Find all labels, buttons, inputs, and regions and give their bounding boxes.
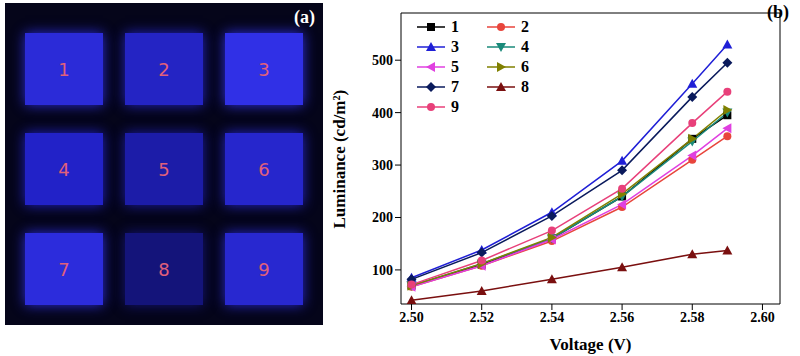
html-text:9: 9 [258, 258, 270, 280]
svg-text:300: 300 [372, 158, 393, 173]
html-text:6: 6 [521, 58, 529, 75]
svg-text:400: 400 [372, 106, 393, 121]
html-text:6: 6 [258, 158, 270, 180]
svg-text:2.60: 2.60 [750, 310, 775, 325]
html-text:2: 2 [521, 18, 529, 35]
html-text:5: 5 [158, 158, 170, 180]
html-text:1: 1 [58, 58, 70, 80]
svg-text:200: 200 [372, 210, 393, 225]
svg-text:100: 100 [372, 263, 393, 278]
html-text:4: 4 [521, 38, 529, 55]
html-text:2: 2 [158, 58, 170, 80]
svg-text:Luminance (cd/m²): Luminance (cd/m²) [330, 90, 349, 229]
html-text:7: 7 [58, 258, 70, 280]
html-text:1: 1 [451, 18, 459, 35]
html-text:8: 8 [521, 78, 529, 95]
html-text:4: 4 [58, 158, 70, 180]
svg-text:500: 500 [372, 53, 393, 68]
svg-text:2.52: 2.52 [469, 310, 494, 325]
html-text:(b): (b) [767, 2, 789, 22]
html-text:(a): (a) [294, 7, 315, 27]
html-text:8: 8 [158, 258, 170, 280]
svg-text:2.54: 2.54 [540, 310, 565, 325]
html-text:3: 3 [451, 38, 459, 55]
svg-text:Voltage (V): Voltage (V) [550, 335, 632, 354]
html-text:5: 5 [451, 58, 459, 75]
svg-text:2.50: 2.50 [399, 310, 424, 325]
html-text:3: 3 [258, 58, 270, 80]
svg-text:2.56: 2.56 [610, 310, 635, 325]
html-text:9: 9 [451, 98, 459, 115]
html-text:7: 7 [451, 78, 459, 95]
svg-text:2.58: 2.58 [680, 310, 705, 325]
